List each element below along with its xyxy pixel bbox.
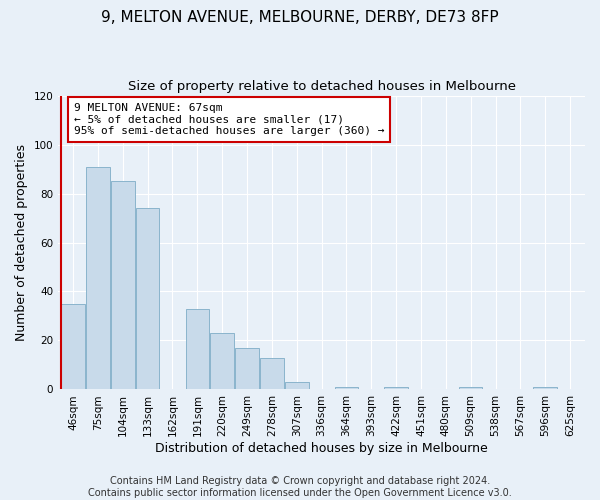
Text: 9 MELTON AVENUE: 67sqm
← 5% of detached houses are smaller (17)
95% of semi-deta: 9 MELTON AVENUE: 67sqm ← 5% of detached … [74,103,384,136]
Bar [260,358,284,390]
Bar [235,348,259,390]
Bar [285,382,308,390]
Bar [111,182,134,390]
Bar [185,308,209,390]
Bar [385,387,408,390]
Bar [211,333,234,390]
Text: Contains HM Land Registry data © Crown copyright and database right 2024.
Contai: Contains HM Land Registry data © Crown c… [88,476,512,498]
X-axis label: Distribution of detached houses by size in Melbourne: Distribution of detached houses by size … [155,442,488,455]
Title: Size of property relative to detached houses in Melbourne: Size of property relative to detached ho… [128,80,515,93]
Text: 9, MELTON AVENUE, MELBOURNE, DERBY, DE73 8FP: 9, MELTON AVENUE, MELBOURNE, DERBY, DE73… [101,10,499,25]
Bar [86,166,110,390]
Y-axis label: Number of detached properties: Number of detached properties [15,144,28,341]
Bar [136,208,160,390]
Bar [61,304,85,390]
Bar [335,387,358,390]
Bar [533,387,557,390]
Bar [459,387,482,390]
